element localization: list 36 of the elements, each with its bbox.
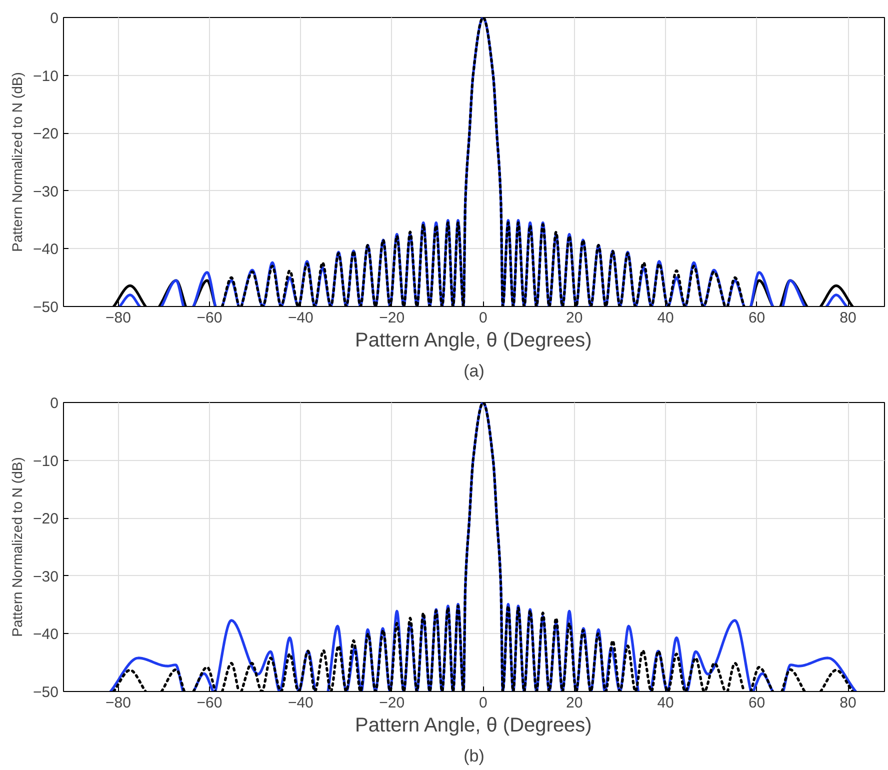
- y-tick-label: 0: [50, 395, 58, 412]
- x-tick-label: −80: [106, 310, 131, 326]
- x-tick-label: −80: [106, 694, 131, 712]
- x-tick-label: 40: [657, 310, 674, 326]
- y-tick-label: −10: [33, 68, 59, 85]
- y-tick-label: −20: [33, 126, 59, 143]
- x-tick-label: 80: [840, 694, 856, 712]
- y-tick-label: −50: [33, 299, 59, 316]
- y-axis-title: Pattern Normalized to N (dB): [9, 72, 26, 252]
- x-axis-title: Pattern Angle, θ (Degrees): [355, 330, 592, 352]
- x-tick-label: −20: [379, 694, 405, 712]
- x-tick-label: 0: [478, 310, 488, 326]
- x-tick-label: −40: [288, 310, 314, 326]
- y-tick-label: 0: [50, 10, 58, 27]
- y-tick-label: −20: [33, 510, 59, 528]
- text: (a): [464, 362, 484, 380]
- x-tick-label: 20: [566, 694, 583, 712]
- y-tick-label: −40: [33, 626, 59, 644]
- x-tick-label: 40: [657, 694, 674, 712]
- x-tick-label: 60: [748, 694, 766, 712]
- y-tick-label: −50: [33, 684, 59, 701]
- x-axis-title: Pattern Angle, θ (Degrees): [355, 714, 592, 736]
- x-tick-label: 60: [748, 310, 766, 326]
- y-tick-label: −40: [33, 241, 59, 258]
- y-tick-label: −30: [33, 183, 59, 200]
- y-tick-label: −30: [33, 568, 59, 586]
- x-tick-label: 0: [478, 694, 488, 712]
- y-axis-title: Pattern Normalized to N (dB): [9, 457, 26, 637]
- x-tick-label: −60: [196, 310, 222, 326]
- x-tick-label: −40: [288, 694, 314, 712]
- x-tick-label: 20: [566, 310, 583, 326]
- x-tick-label: −20: [379, 310, 405, 326]
- x-tick-label: 80: [840, 310, 856, 326]
- text: (b): [464, 746, 484, 766]
- y-tick-label: −10: [33, 452, 59, 470]
- x-tick-label: −60: [196, 694, 222, 712]
